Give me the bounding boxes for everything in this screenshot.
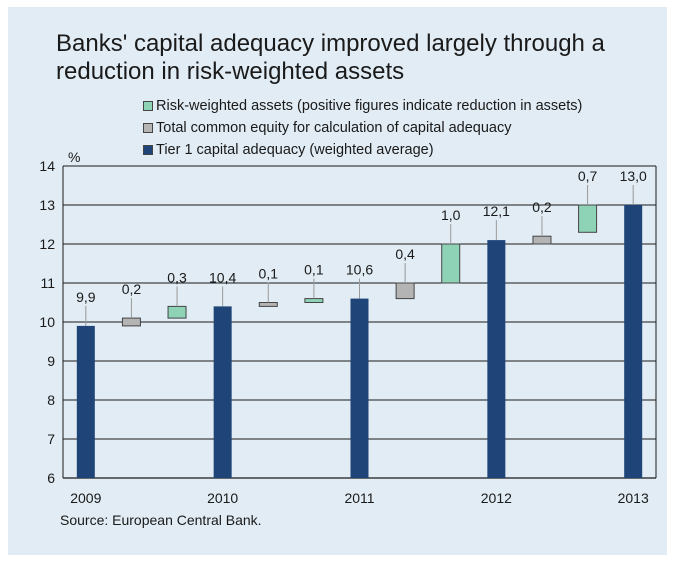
y-axis: 6 7 8 9 10 11 12 13 14 [39,158,55,486]
data-label: 10,6 [346,262,373,278]
y-tick-label: 13 [39,197,55,213]
y-tick-label: 14 [39,158,55,174]
data-label: 0,2 [122,281,142,297]
legend-label: Tier 1 capital adequacy (weighted averag… [156,142,434,158]
x-tick-label: 2011 [344,490,374,506]
bar-common-equity [258,302,278,307]
legend: Risk-weighted assets (positive figures i… [143,95,582,161]
bar-tier1 [350,298,369,478]
bar-tier1 [76,325,95,478]
x-tick-label: 2012 [481,490,512,506]
y-tick-label: 12 [39,236,55,252]
legend-item-risk-weighted-assets: Risk-weighted assets (positive figures i… [143,95,582,117]
bar-risk-weighted-assets [304,298,324,304]
bars: 9,9 0,2 0,3 10,4 0,1 0,1 10,6 0,4 1,0 12,1 0,2 0,7 1… [76,168,647,478]
bar-common-equity [121,317,141,327]
bar-tier1 [624,205,643,478]
data-label: 0,4 [395,246,415,262]
y-tick-label: 11 [40,275,55,291]
y-tick-label: 10 [39,314,55,330]
y-unit-label: % [68,149,80,165]
legend-item-tier1: Tier 1 capital adequacy (weighted averag… [143,139,582,161]
source-note: Source: European Central Bank. [60,512,262,528]
y-tick-label: 9 [47,353,55,369]
bar-common-equity [395,282,415,300]
x-tick-label: 2013 [618,490,649,506]
chart-title: Banks' capital adequacy improved largely… [56,30,605,85]
bar-risk-weighted-assets [441,243,461,284]
x-tick-label: 2010 [207,490,238,506]
legend-swatch [143,101,153,111]
bar-risk-weighted-assets [578,204,598,233]
legend-swatch [143,145,153,155]
y-tick-label: 7 [47,431,55,447]
y-tick-label: 6 [47,470,55,486]
data-label: 0,7 [578,168,598,184]
data-label: 10,4 [209,269,236,285]
data-label: 0,2 [532,199,552,215]
bar-tier1 [487,240,506,478]
x-tick-label: 2009 [70,490,101,506]
chart-panel [8,7,667,555]
data-label: 13,0 [620,168,647,184]
bar-common-equity [532,235,552,245]
data-label: 0,3 [167,269,187,285]
bar-risk-weighted-assets [167,305,187,319]
data-label: 0,1 [304,262,324,278]
x-axis: 2009 2010 2011 2012 2013 [70,490,649,506]
legend-label: Risk-weighted assets (positive figures i… [156,98,583,114]
y-tick-label: 8 [47,392,55,408]
legend-label: Total common equity for calculation of c… [156,120,512,136]
data-label: 12,1 [483,203,510,219]
data-label: 9,9 [76,289,96,305]
data-label: 1,0 [441,207,461,223]
legend-swatch [143,123,153,133]
bar-tier1 [213,306,232,478]
legend-item-common-equity: Total common equity for calculation of c… [143,117,582,139]
data-label: 0,1 [259,266,279,282]
